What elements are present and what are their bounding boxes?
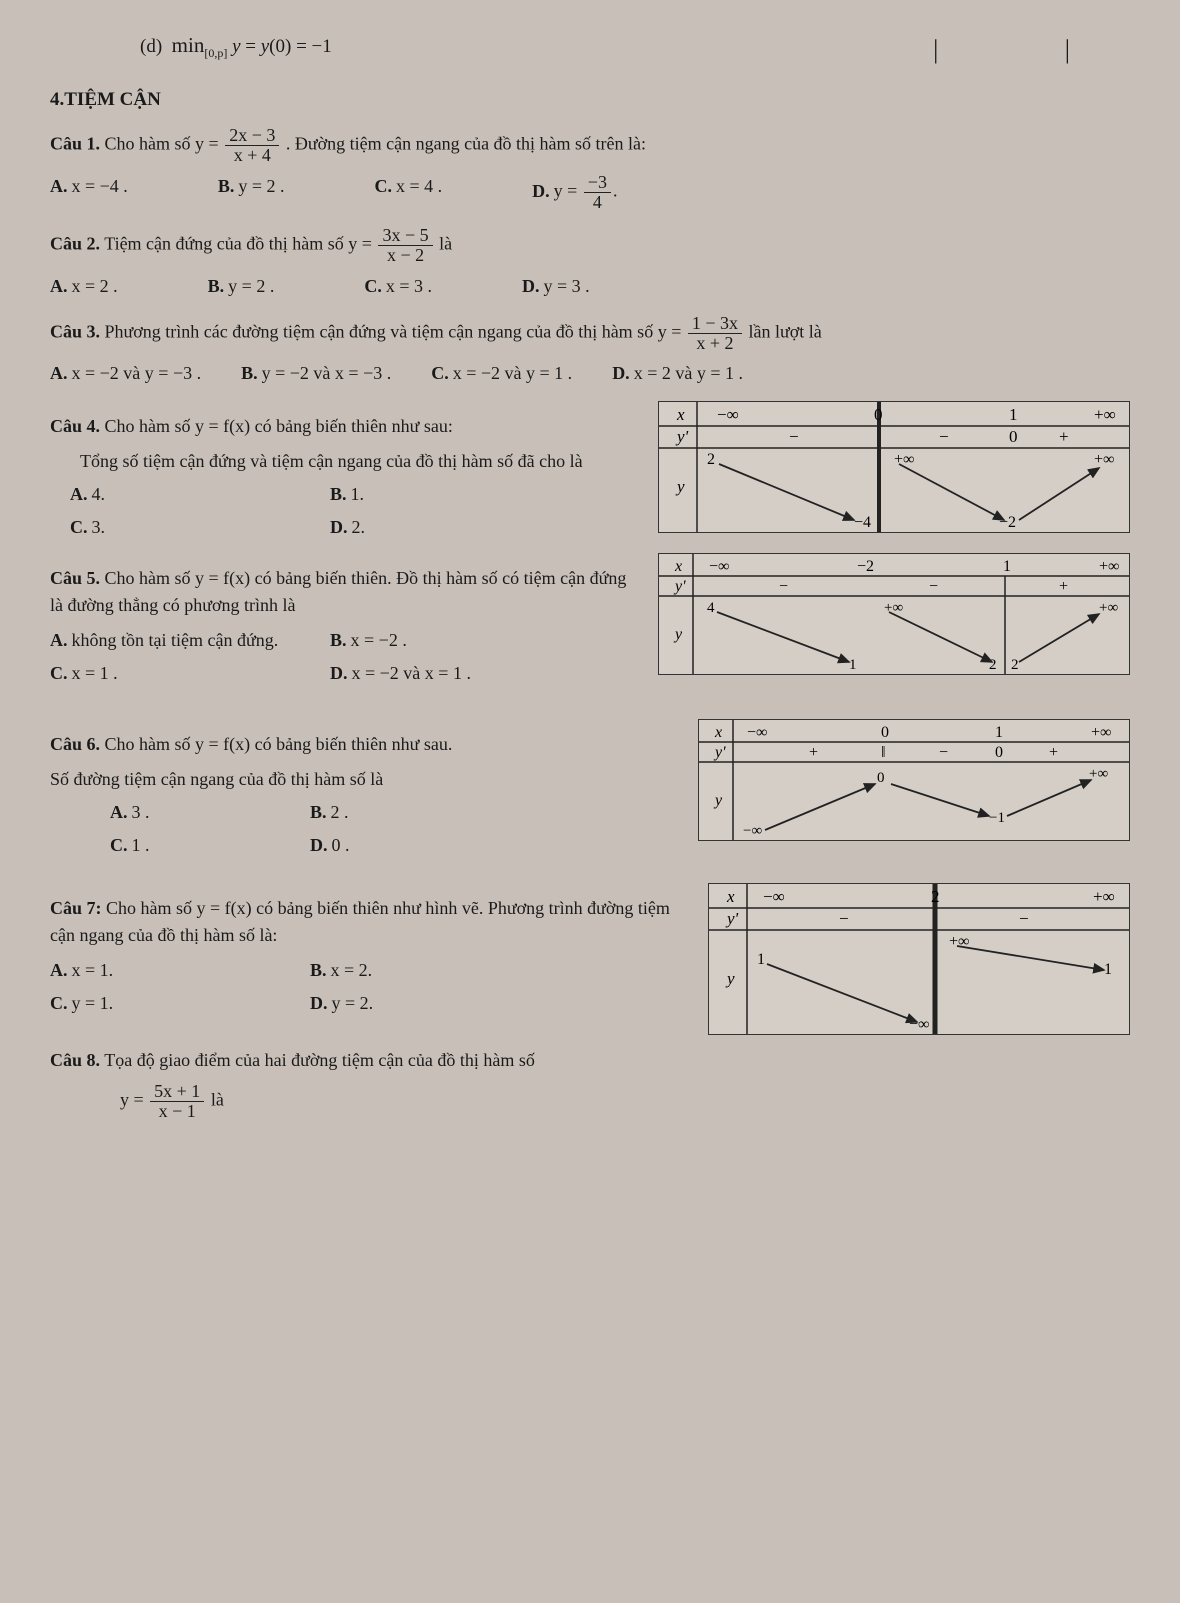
svg-text:+∞: +∞ [1099,558,1119,575]
q5-bbt: x −∞ −2 1 +∞ y' − − + y 4 +∞ +∞ 1 2 2 [658,553,1130,675]
svg-text:x: x [674,558,682,575]
svg-text:+: + [1059,578,1068,595]
question-6-row: Câu 6. Cho hàm số y = f(x) có bảng biến … [50,719,1130,871]
question-5-row: Câu 5. Cho hàm số y = f(x) có bảng biến … [50,553,1130,699]
svg-text:+: + [809,744,818,761]
question-4-row: Câu 4. Cho hàm số y = f(x) có bảng biến … [50,401,1130,553]
svg-text:+∞: +∞ [1091,724,1111,741]
svg-text:x: x [714,724,722,741]
svg-text:0: 0 [1009,427,1018,446]
svg-text:+: + [1049,744,1058,761]
svg-text:−∞: −∞ [747,724,767,741]
svg-text:−∞: −∞ [909,1016,929,1033]
svg-text:−: − [789,427,799,446]
q1-yeq: y = [195,134,219,154]
svg-text:−: − [929,578,938,595]
question-2: Câu 2. Tiệm cận đứng của đồ thị hàm số y… [50,226,1130,265]
svg-text:+∞: +∞ [1089,766,1108,782]
item-d: (d) min[0,p] y = y(0) = −1 | | [140,30,1130,62]
svg-text:−: − [1019,909,1029,928]
svg-text:−2: −2 [999,514,1016,531]
q7-bbt: x −∞ 2 +∞ y' − − y 1 +∞ 1 −∞ [708,883,1130,1035]
q3-options: A.x = −2 và y = −3 . B.y = −2 và x = −3 … [50,360,1130,387]
svg-text:0: 0 [881,724,889,741]
q1-text-pre: Cho hàm số [105,134,196,154]
svg-text:1: 1 [1003,558,1011,575]
svg-text:y': y' [713,744,726,761]
svg-text:0: 0 [995,744,1003,761]
svg-text:−∞: −∞ [717,405,739,424]
q1-options: A.x = −4 . B.y = 2 . C.x = 4 . D.y = −34… [50,173,1130,212]
svg-text:+∞: +∞ [1094,405,1116,424]
svg-text:1: 1 [757,951,765,968]
question-7-row: Câu 7: Cho hàm số y = f(x) có bảng biến … [50,883,1130,1035]
svg-text:0: 0 [874,405,883,424]
svg-text:y': y' [725,909,739,928]
svg-text:2: 2 [989,657,997,673]
svg-text:4: 4 [707,600,715,616]
q6-bbt: x −∞ 0 1 +∞ y' + ‖ − 0 + y 0 +∞ −∞ −1 [698,719,1130,841]
svg-text:−: − [779,578,788,595]
svg-text:−4: −4 [854,514,871,531]
question-3: Câu 3. Phương trình các đường tiệm cận đ… [50,314,1130,353]
q1-text-post: . Đường tiệm cận ngang của đồ thị hàm số… [286,134,646,154]
svg-text:−2: −2 [857,558,874,575]
question-1: Câu 1. Cho hàm số y = 2x − 3x + 4 . Đườn… [50,126,1130,165]
q1-label: Câu 1. [50,134,100,154]
svg-text:+∞: +∞ [1094,451,1114,468]
svg-text:1: 1 [849,657,857,673]
svg-text:y: y [673,626,683,643]
svg-text:1: 1 [995,724,1003,741]
q4-bbt: x −∞ 0 1 +∞ y' − − 0 + y 2 +∞ +∞ −4 −2 [658,401,1130,533]
svg-text:−: − [839,909,849,928]
q2-options: A.x = 2 . B.y = 2 . C.x = 3 . D.y = 3 . [50,273,1130,300]
svg-text:+: + [1059,427,1069,446]
svg-text:y: y [675,477,685,496]
svg-text:−: − [939,427,949,446]
svg-text:−∞: −∞ [763,887,785,906]
svg-text:−∞: −∞ [743,823,762,839]
svg-text:0: 0 [877,770,885,786]
svg-text:−: − [939,744,948,761]
q2-label: Câu 2. [50,233,100,253]
svg-text:y: y [713,792,723,809]
q8-formula: y = 5x + 1x − 1 là [120,1082,1130,1121]
svg-text:−1: −1 [989,810,1005,826]
svg-text:y: y [725,969,735,988]
item-d-label: (d) [140,36,162,57]
svg-text:2: 2 [931,887,940,906]
svg-text:1: 1 [1009,405,1018,424]
svg-text:1: 1 [1104,961,1112,978]
svg-text:2: 2 [1011,657,1019,673]
svg-text:+∞: +∞ [1099,600,1118,616]
question-8: Câu 8. Tọa độ giao điểm của hai đường ti… [50,1047,1130,1074]
svg-text:−∞: −∞ [709,558,729,575]
svg-text:x: x [726,887,735,906]
svg-text:y': y' [675,427,689,446]
svg-text:2: 2 [707,451,715,468]
svg-text:y': y' [673,578,686,595]
svg-text:‖: ‖ [881,744,886,761]
svg-text:+∞: +∞ [1093,887,1115,906]
svg-text:+∞: +∞ [894,451,914,468]
svg-text:x: x [676,405,685,424]
section-title: 4.TIỆM CẬN [50,86,1130,115]
